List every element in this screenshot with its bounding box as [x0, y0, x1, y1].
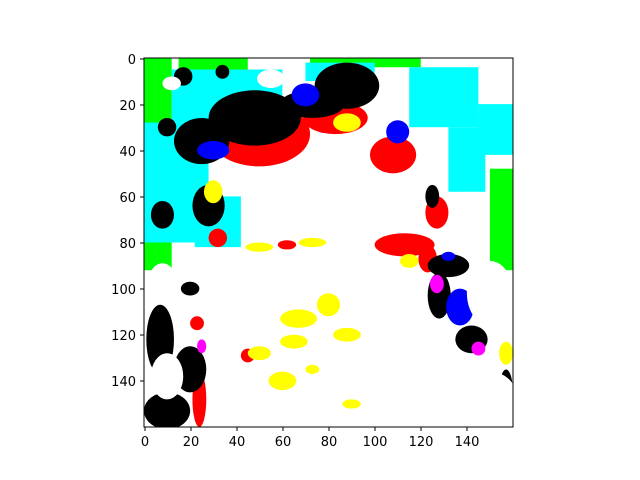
x-tick-label: 0: [141, 435, 149, 450]
heatmap-region-yellow: [333, 327, 361, 342]
heatmap-region-yellow: [316, 293, 341, 317]
y-tick: 0: [128, 53, 144, 68]
heatmap-region-black: [144, 392, 191, 427]
heatmap-region-white: [462, 371, 513, 427]
heatmap-region-white: [466, 260, 513, 326]
heatmap-region-yellow: [203, 180, 223, 204]
heatmap-region-yellow: [399, 254, 419, 268]
heatmap-region-red: [190, 316, 204, 331]
y-tick-label: 40: [119, 145, 136, 160]
x-tick: 100: [363, 427, 388, 450]
heatmap-region-black: [180, 281, 200, 296]
heatmap-region-black: [157, 117, 177, 137]
y-tick: 40: [119, 145, 144, 160]
y-tick-label: 20: [119, 99, 136, 114]
y-axis: 0 20 40 60 80 100 120 140: [111, 53, 144, 390]
heatmap-region-cyan: [478, 104, 513, 155]
x-tick: 60: [275, 427, 292, 450]
x-tick: 0: [141, 427, 149, 450]
heatmap-region-cyan: [409, 67, 479, 128]
y-tick-label: 100: [111, 283, 136, 298]
x-tick: 120: [409, 427, 434, 450]
y-tick-label: 80: [119, 237, 136, 252]
x-tick: 20: [183, 427, 200, 450]
x-tick: 80: [321, 427, 338, 450]
heatmap-region-blue: [441, 251, 456, 261]
heatmap-region-blue: [197, 141, 230, 160]
heatmap-region-yellow: [342, 399, 361, 409]
x-tick-label: 140: [455, 435, 480, 450]
heatmap-region-yellow: [247, 346, 271, 361]
heatmap-region-yellow: [499, 341, 513, 365]
heatmap-region-yellow: [280, 309, 317, 328]
heatmap-region-black: [425, 184, 440, 208]
heatmap-region-white: [150, 353, 184, 400]
x-tick: 40: [229, 427, 246, 450]
y-tick: 60: [119, 191, 144, 206]
y-tick: 140: [111, 375, 144, 390]
heatmap-region-magenta: [429, 274, 444, 294]
x-axis: 0 20 40 60 80 100 120 140: [141, 427, 480, 450]
y-tick: 100: [111, 283, 144, 298]
x-tick-label: 100: [363, 435, 388, 450]
heatmap-region-black: [215, 64, 230, 79]
heatmap-region-yellow: [245, 242, 274, 252]
y-tick-label: 60: [119, 191, 136, 206]
plot-area: [144, 58, 513, 427]
heatmap-region-yellow: [333, 113, 361, 132]
heatmap-region-red: [370, 136, 417, 174]
x-tick-label: 20: [183, 435, 200, 450]
x-tick-label: 120: [409, 435, 434, 450]
y-tick: 80: [119, 237, 144, 252]
heatmap-region-yellow: [280, 334, 308, 349]
y-tick-label: 140: [111, 375, 136, 390]
x-tick: 140: [455, 427, 480, 450]
x-tick-label: 40: [229, 435, 246, 450]
heatmap-region-blue: [446, 288, 474, 326]
heatmap-region-magenta: [471, 341, 486, 356]
heatmap-region-black: [150, 200, 174, 229]
heatmap-region-white: [148, 263, 177, 301]
heatmap-region-red: [374, 233, 435, 257]
heatmap-region-yellow: [298, 237, 327, 248]
x-tick-label: 80: [321, 435, 338, 450]
y-tick: 120: [111, 329, 144, 344]
heatmap-region-white: [162, 76, 181, 91]
heatmap-region-black: [427, 254, 470, 278]
heatmap-region-black: [208, 90, 301, 146]
heatmap-region-red: [277, 240, 297, 250]
heatmap-regions: [144, 58, 513, 427]
y-tick: 20: [119, 99, 144, 114]
heatmap-region-green: [489, 168, 513, 271]
heatmap-region-blue: [386, 120, 410, 144]
x-tick-label: 60: [275, 435, 292, 450]
heatmap-region-yellow: [305, 364, 320, 374]
heatmap-region-white: [257, 69, 285, 88]
heatmap-region-yellow: [268, 371, 297, 391]
heatmap-region-magenta: [197, 339, 207, 354]
heatmap-region-blue: [291, 83, 320, 107]
y-tick-label: 120: [111, 329, 136, 344]
heatmap-region-red: [208, 228, 228, 248]
y-tick-label: 0: [128, 53, 136, 68]
